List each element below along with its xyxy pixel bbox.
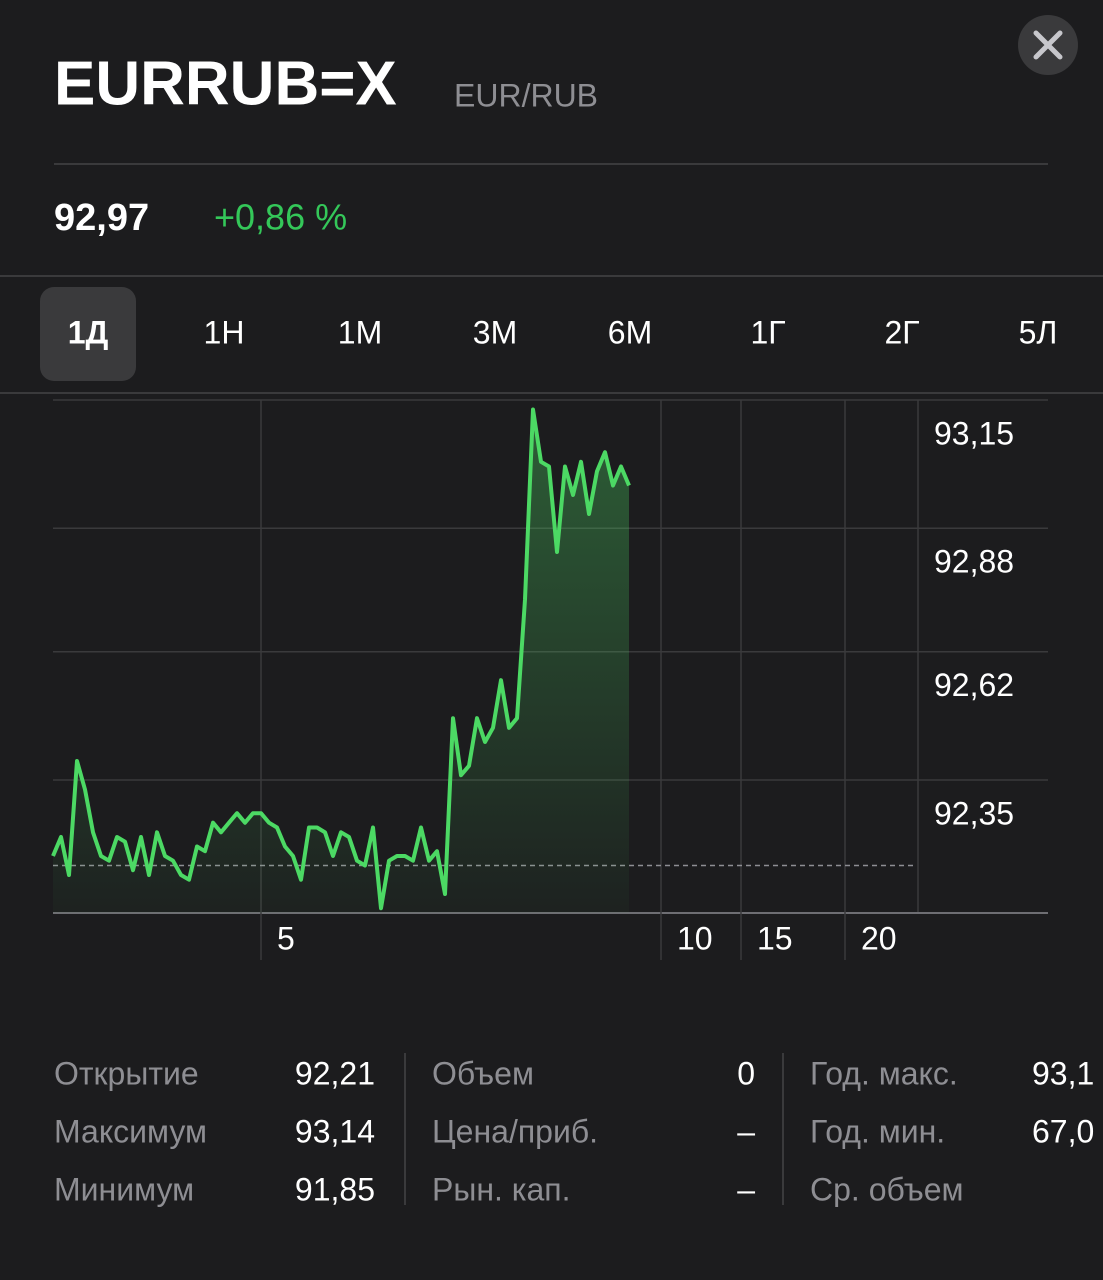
stat-label: Объем — [432, 1055, 534, 1091]
symbol-subtitle: EUR/RUB — [454, 77, 598, 113]
tab-label: 1Г — [750, 314, 785, 350]
x-tick-label: 10 — [677, 920, 713, 956]
range-tab[interactable]: 1Н — [204, 314, 245, 350]
stat-label: Цена/приб. — [432, 1113, 598, 1149]
range-tab[interactable]: 3М — [473, 314, 517, 350]
symbol-title: EURRUB=X — [54, 49, 397, 118]
tab-label: 5Л — [1019, 314, 1058, 350]
close-button[interactable] — [1018, 15, 1078, 75]
stat-value: 92,21 — [295, 1055, 375, 1091]
y-tick-label: 92,88 — [934, 544, 1014, 580]
tab-label: 1Н — [204, 314, 245, 350]
range-tab[interactable]: 1Г — [750, 314, 785, 350]
stat-value: 67,0 — [1032, 1113, 1094, 1149]
tab-label: 1Д — [68, 314, 109, 350]
stats-table: Открытие 92,21 Максимум 93,14 Минимум 91,85 Об… — [54, 1053, 1094, 1207]
tab-label: 2Г — [884, 314, 919, 350]
stat-label: Ср. объем — [810, 1171, 964, 1207]
price-line — [51, 407, 631, 911]
tab-highlight — [40, 287, 136, 381]
price-change: +0,86 % — [214, 197, 347, 238]
range-tabs: 1Д 1Н 1М 3М 6М 1Г 2Г 5Л — [40, 287, 1057, 381]
stat-label: Рын. кап. — [432, 1171, 571, 1207]
x-tick-label: 5 — [277, 920, 295, 956]
range-tab[interactable]: 1Д — [40, 287, 136, 381]
price-chart: 93,15 92,88 92,62 92,35 5 10 15 20 — [51, 399, 1048, 960]
stat-value: – — [737, 1171, 755, 1207]
tab-label: 6М — [608, 314, 652, 350]
x-tick-label: 15 — [757, 920, 793, 956]
stat-value: – — [737, 1113, 755, 1149]
y-tick-label: 92,62 — [934, 667, 1014, 703]
line-area — [53, 409, 629, 913]
stat-label: Год. мин. — [810, 1113, 945, 1149]
stat-label: Открытие — [54, 1055, 199, 1091]
tab-label: 1М — [338, 314, 382, 350]
stat-label: Максимум — [54, 1113, 207, 1149]
range-tab[interactable]: 1М — [338, 314, 382, 350]
stat-label: Год. макс. — [810, 1055, 958, 1091]
stat-value: 91,85 — [295, 1171, 375, 1207]
stat-value: 93,1 — [1032, 1055, 1094, 1091]
y-tick-label: 93,15 — [934, 415, 1014, 451]
stat-value: 0 — [737, 1055, 755, 1091]
range-tab[interactable]: 6М — [608, 314, 652, 350]
range-tab[interactable]: 2Г — [884, 314, 919, 350]
stat-value: 93,14 — [295, 1113, 375, 1149]
price: 92,97 — [54, 197, 149, 239]
range-tab[interactable]: 5Л — [1019, 314, 1058, 350]
stat-label: Минимум — [54, 1171, 194, 1207]
x-tick-label: 20 — [861, 920, 897, 956]
y-tick-label: 92,35 — [934, 795, 1014, 831]
tab-label: 3М — [473, 314, 517, 350]
